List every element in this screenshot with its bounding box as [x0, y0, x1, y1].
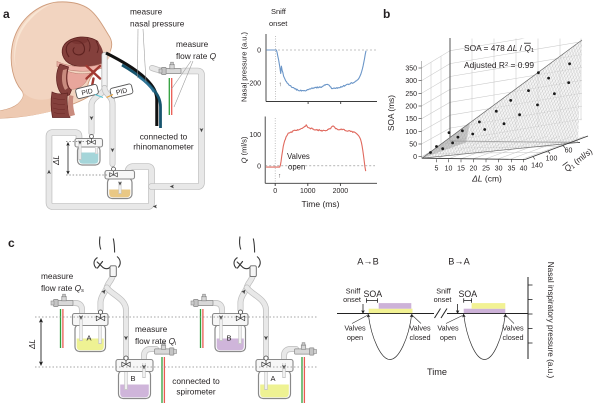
- svg-text:25: 25: [482, 166, 490, 173]
- svg-text:rhinomanometer: rhinomanometer: [133, 142, 194, 152]
- svg-text:measure: measure: [41, 271, 74, 281]
- svg-text:Nasal inspiratory pressure (a.: Nasal inspiratory pressure (a.u.): [546, 262, 555, 379]
- svg-text:Valves: Valves: [437, 324, 459, 333]
- svg-text:SOA (ms): SOA (ms): [386, 95, 396, 131]
- svg-text:50: 50: [409, 141, 417, 148]
- svg-text:PID: PID: [81, 88, 94, 98]
- svg-text:300: 300: [405, 78, 417, 85]
- svg-text:c: c: [8, 236, 15, 250]
- svg-text:10: 10: [445, 166, 453, 173]
- svg-text:35: 35: [508, 166, 516, 173]
- svg-text:30: 30: [495, 166, 503, 173]
- svg-text:Valves: Valves: [409, 324, 431, 333]
- svg-text:Sniff: Sniff: [346, 287, 361, 296]
- svg-text:connected to: connected to: [140, 132, 188, 142]
- svg-text:20: 20: [470, 166, 478, 173]
- svg-text:B: B: [130, 374, 135, 383]
- svg-text:150: 150: [405, 116, 417, 123]
- svg-text:flow rate Qi: flow rate Qi: [135, 336, 176, 347]
- svg-text:5: 5: [435, 166, 439, 173]
- svg-text:open: open: [347, 333, 363, 342]
- svg-text:nasal pressure: nasal pressure: [130, 19, 185, 29]
- svg-text:A: A: [86, 334, 91, 343]
- svg-text:200: 200: [405, 103, 417, 110]
- svg-text:Valves: Valves: [344, 324, 366, 333]
- svg-text:0: 0: [413, 154, 417, 161]
- svg-text:100: 100: [546, 156, 558, 163]
- svg-text:ΔL: ΔL: [28, 339, 37, 350]
- svg-text:Valves: Valves: [502, 324, 524, 333]
- svg-text:Time: Time: [427, 367, 447, 377]
- svg-text:-200: -200: [247, 81, 261, 88]
- svg-text:SOA = 478 ΔL / Q1: SOA = 478 ΔL / Q1: [464, 43, 534, 54]
- svg-text:Sniff: Sniff: [271, 7, 287, 16]
- svg-text:15: 15: [457, 166, 465, 173]
- svg-text:measure: measure: [176, 39, 209, 49]
- svg-text:B: B: [226, 334, 231, 343]
- svg-text:A→B: A→B: [357, 257, 378, 267]
- svg-text:connected to: connected to: [172, 376, 220, 386]
- svg-text:Valves: Valves: [287, 152, 310, 161]
- svg-text:closed: closed: [502, 333, 523, 342]
- svg-text:onset: onset: [269, 19, 288, 28]
- svg-text:onset: onset: [343, 295, 361, 304]
- svg-text:a: a: [3, 7, 10, 21]
- svg-text:↑: ↑: [279, 81, 282, 88]
- svg-text:2000: 2000: [333, 188, 349, 195]
- svg-text:b: b: [383, 7, 390, 21]
- svg-text:100: 100: [405, 129, 417, 136]
- svg-text:measure: measure: [130, 7, 163, 17]
- svg-text:250: 250: [405, 91, 417, 98]
- svg-text:ΔL (cm): ΔL (cm): [471, 174, 502, 184]
- svg-text:flow rate Q: flow rate Q: [176, 51, 217, 61]
- svg-text:measure: measure: [135, 324, 168, 334]
- svg-text:Adjusted R2 = 0.99: Adjusted R2 = 0.99: [464, 60, 534, 70]
- svg-text:onset: onset: [434, 295, 452, 304]
- svg-text:flow rate Qs: flow rate Qs: [41, 283, 84, 294]
- svg-text:closed: closed: [409, 333, 430, 342]
- svg-text:spirometer: spirometer: [176, 387, 215, 397]
- svg-text:350: 350: [405, 65, 417, 72]
- svg-text:0: 0: [257, 163, 261, 170]
- svg-text:SOA: SOA: [459, 289, 478, 299]
- svg-text:Nasal pressure (a.u.): Nasal pressure (a.u.): [240, 31, 249, 102]
- svg-text:B→A: B→A: [448, 257, 470, 267]
- svg-text:Sniff: Sniff: [436, 287, 451, 296]
- svg-text:140: 140: [531, 163, 543, 170]
- svg-text:0: 0: [257, 48, 261, 55]
- svg-text:open: open: [288, 163, 305, 172]
- svg-text:SOA: SOA: [364, 289, 383, 299]
- svg-text:↑: ↑: [278, 173, 281, 180]
- svg-text:60: 60: [565, 148, 573, 155]
- svg-text:40: 40: [520, 166, 528, 173]
- svg-text:0: 0: [273, 188, 277, 195]
- svg-text:100: 100: [249, 132, 261, 139]
- svg-text:ΔL: ΔL: [52, 155, 61, 166]
- svg-text:PID: PID: [115, 87, 128, 97]
- svg-text:open: open: [440, 333, 456, 342]
- svg-text:A: A: [270, 374, 275, 383]
- svg-text:1000: 1000: [300, 188, 316, 195]
- svg-text:Time (ms): Time (ms): [302, 199, 340, 209]
- svg-text:Q (ml/s): Q (ml/s): [240, 136, 249, 163]
